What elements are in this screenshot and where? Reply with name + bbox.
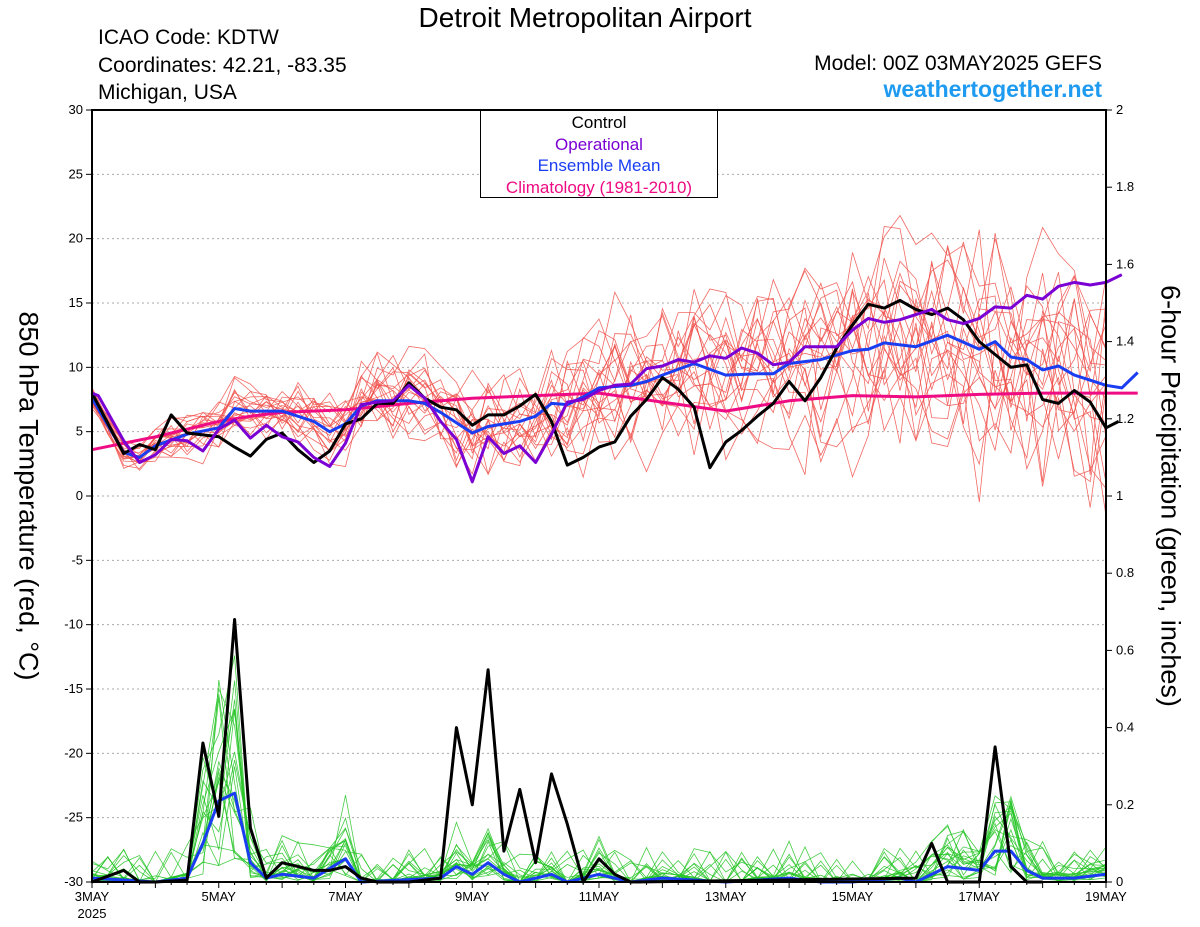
precip-member-line xyxy=(91,761,1107,883)
climatology-temp-line xyxy=(91,391,1138,452)
control-temp-line xyxy=(90,298,1120,470)
temp-member-line xyxy=(91,214,1107,475)
precip-member-line xyxy=(91,655,1107,883)
y-tick-label-right: 0.8 xyxy=(1116,565,1134,580)
x-tick-label: 3MAY xyxy=(75,889,110,904)
x-tick-label: 13MAY xyxy=(705,889,747,904)
temp-member-line xyxy=(91,245,1107,508)
temp-member-line xyxy=(91,289,1107,477)
x-tick-label: 7MAY xyxy=(328,889,363,904)
temp-member-line xyxy=(91,272,1107,467)
y-tick-label-left: 15 xyxy=(69,295,83,310)
x-tick-label: 15MAY xyxy=(832,889,874,904)
y-tick-label-left: 25 xyxy=(69,166,83,181)
model-run: Model: 00Z 03MAY2025 GEFS xyxy=(814,52,1102,75)
legend-control: Control xyxy=(571,113,627,132)
x-tick-label: 17MAY xyxy=(958,889,1000,904)
x-tick-label: 9MAY xyxy=(455,889,490,904)
temp-member-line xyxy=(91,295,1107,516)
legend: Control Operational Ensemble Mean Climat… xyxy=(480,110,718,198)
temp-member-line xyxy=(91,226,1107,503)
y-tick-label-left: -20 xyxy=(64,745,83,760)
y-tick-label-left: 30 xyxy=(69,102,83,117)
chart-title: Detroit Metropolitan Airport xyxy=(418,2,752,33)
region: Michigan, USA xyxy=(98,81,237,104)
y-tick-label-right: 1.8 xyxy=(1116,179,1134,194)
y-tick-label-right: 1.6 xyxy=(1116,256,1134,271)
coordinates: Coordinates: 42.21, -83.35 xyxy=(98,54,347,77)
y-tick-label-right: 1.4 xyxy=(1116,334,1134,349)
series-lines xyxy=(90,273,1139,884)
temp-member-line xyxy=(91,252,1107,469)
operational-temp-line xyxy=(91,273,1123,484)
x-tick-year-label: 2025 xyxy=(78,906,107,921)
mean-temp-line xyxy=(90,333,1139,459)
y-tick-label-left: -30 xyxy=(64,874,83,889)
temp-member-line xyxy=(91,233,1107,483)
y-tick-label-left: -5 xyxy=(71,552,83,567)
y-tick-label-right: 0 xyxy=(1116,874,1123,889)
y-tick-label-left: 10 xyxy=(69,359,83,374)
y-tick-label-right: 1 xyxy=(1116,488,1123,503)
y-tick-label-left: -15 xyxy=(64,681,83,696)
temp-member-line xyxy=(91,267,1107,476)
legend-operational: Operational xyxy=(555,134,643,154)
y-tick-label-right: 1.2 xyxy=(1116,411,1134,426)
precip-member-line xyxy=(91,802,1107,883)
y-tick-label-right: 0.4 xyxy=(1116,720,1134,735)
y-tick-label-left: -25 xyxy=(64,810,83,825)
y-tick-label-left: 20 xyxy=(69,231,83,246)
site-link[interactable]: weathertogether.net xyxy=(883,76,1102,102)
y-tick-label-right: 0.6 xyxy=(1116,642,1134,657)
y-tick-label-right: 0.2 xyxy=(1116,797,1134,812)
y-tick-label-left: 0 xyxy=(76,488,83,503)
x-tick-label: 11MAY xyxy=(579,889,620,904)
x-tick-label: 5MAY xyxy=(202,889,237,904)
control-precip-line xyxy=(91,618,1043,884)
ensemble-members xyxy=(91,214,1107,883)
y-tick-label-right: 2 xyxy=(1116,102,1123,117)
legend-climatology: Climatology (1981-2010) xyxy=(505,177,693,197)
icao-code: ICAO Code: KDTW xyxy=(98,26,279,49)
precip-member-line xyxy=(91,709,1107,883)
axes: 302520151050-5-10-15-20-25-3021.81.61.41… xyxy=(64,102,1134,921)
y-tick-label-left: 5 xyxy=(76,424,83,439)
x-tick-label: 19MAY xyxy=(1085,889,1127,904)
y-tick-label-left: -10 xyxy=(64,617,83,632)
temp-member-line xyxy=(91,229,1107,461)
legend-mean: Ensemble Mean xyxy=(537,156,661,175)
